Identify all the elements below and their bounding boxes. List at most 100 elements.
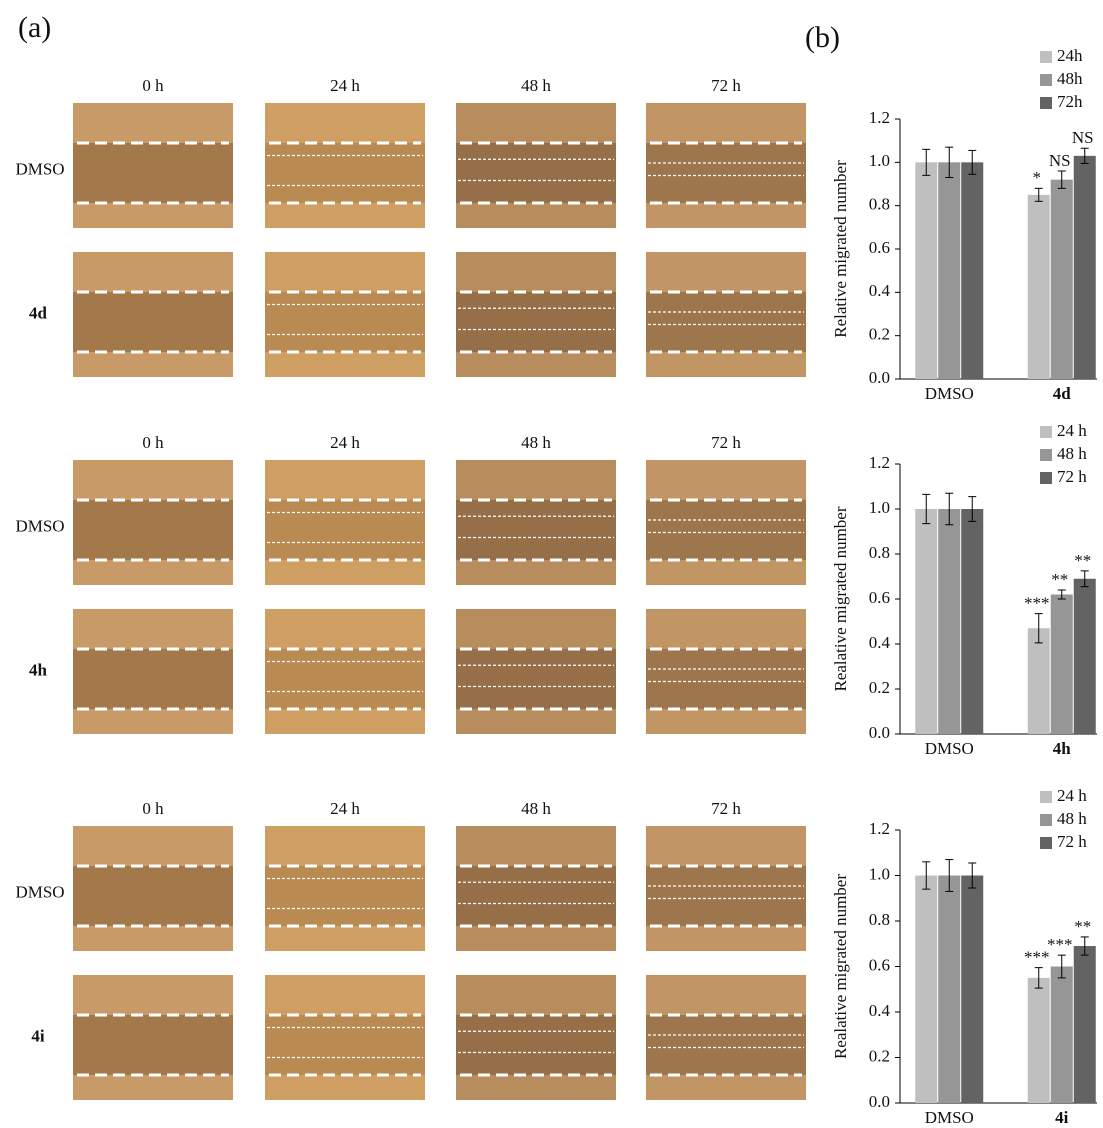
legend-label: 24 h [1057, 786, 1087, 805]
y-tick-label: 1.2 [869, 108, 890, 127]
wound-gap [456, 500, 616, 560]
wound-gap [265, 866, 425, 926]
legend-label: 24h [1057, 46, 1083, 65]
bar [938, 876, 960, 1104]
bar [1028, 195, 1050, 379]
wound-gap [73, 500, 233, 560]
legend-swatch [1040, 472, 1052, 484]
row-label: DMSO [15, 882, 64, 901]
wound-gap [646, 292, 806, 352]
wound-gap [646, 143, 806, 203]
significance-label: ** [1074, 551, 1091, 570]
column-header: 48 h [521, 433, 551, 452]
x-tick-label: DMSO [925, 739, 974, 758]
wound-gap [456, 292, 616, 352]
y-tick-label: 1.0 [869, 151, 890, 170]
bar [1074, 156, 1096, 379]
column-header: 72 h [711, 799, 741, 818]
bar [915, 876, 937, 1104]
legend-swatch [1040, 837, 1052, 849]
column-header: 0 h [142, 433, 164, 452]
y-tick-label: 0.2 [869, 1046, 890, 1065]
bar [1074, 579, 1096, 734]
bar [961, 876, 983, 1104]
significance-label: NS [1049, 151, 1071, 170]
wound-gap [73, 866, 233, 926]
column-header: 24 h [330, 799, 360, 818]
figure: (a) (b) 0 h24 h48 h72 hDMSO4d0 h24 h48 h… [0, 0, 1103, 1128]
y-tick-label: 0.6 [869, 588, 890, 607]
y-tick-label: 0.4 [869, 1001, 891, 1020]
wound-gap [265, 1015, 425, 1075]
column-header: 0 h [142, 799, 164, 818]
legend-swatch [1040, 814, 1052, 826]
wound-gap [456, 866, 616, 926]
legend-label: 72 h [1057, 832, 1087, 851]
legend-label: 72h [1057, 92, 1083, 111]
panel-label: (b) [805, 21, 840, 54]
column-header: 72 h [711, 433, 741, 452]
x-tick-label: 4h [1053, 739, 1072, 758]
row-label: DMSO [15, 516, 64, 535]
x-tick-label: 4d [1053, 384, 1072, 403]
column-header: 0 h [142, 76, 164, 95]
y-tick-label: 0.4 [869, 281, 891, 300]
wound-gap [265, 143, 425, 203]
wound-gap [73, 292, 233, 352]
x-tick-label: 4i [1055, 1108, 1069, 1127]
wound-gap [73, 1015, 233, 1075]
y-tick-label: 0.6 [869, 238, 890, 257]
bar [1028, 628, 1050, 734]
y-tick-label: 1.2 [869, 453, 890, 472]
legend-label: 24 h [1057, 421, 1087, 440]
wound-gap [456, 143, 616, 203]
column-header: 72 h [711, 76, 741, 95]
column-header: 24 h [330, 76, 360, 95]
bar [915, 162, 937, 379]
significance-label: ** [1074, 917, 1091, 936]
bar [1074, 946, 1096, 1103]
y-tick-label: 0.8 [869, 195, 890, 214]
row-label: 4d [29, 303, 48, 322]
wound-gap [646, 866, 806, 926]
column-header: 48 h [521, 799, 551, 818]
y-tick-label: 0.0 [869, 1092, 890, 1111]
y-tick-label: 0.2 [869, 678, 890, 697]
row-label: 4i [31, 1026, 45, 1045]
legend-swatch [1040, 449, 1052, 461]
significance-label: *** [1024, 594, 1050, 613]
bar [961, 509, 983, 734]
wound-gap [73, 143, 233, 203]
y-axis-label: Realative migrated number [831, 506, 850, 691]
x-tick-label: DMSO [925, 384, 974, 403]
y-tick-label: 1.0 [869, 864, 890, 883]
y-tick-label: 0.2 [869, 325, 890, 344]
row-label: 4h [29, 660, 48, 679]
significance-label: *** [1024, 948, 1050, 967]
legend-swatch [1040, 791, 1052, 803]
bar [1028, 978, 1050, 1103]
legend-swatch [1040, 51, 1052, 63]
x-tick-label: DMSO [925, 1108, 974, 1127]
legend-label: 48 h [1057, 444, 1087, 463]
y-tick-label: 0.4 [869, 633, 891, 652]
significance-label: ** [1051, 570, 1068, 589]
bar [1051, 180, 1073, 379]
wound-gap [646, 649, 806, 709]
y-tick-label: 1.2 [869, 819, 890, 838]
column-header: 48 h [521, 76, 551, 95]
legend-swatch [1040, 74, 1052, 86]
y-axis-label: Relative migrated number [831, 160, 850, 338]
legend-label: 48 h [1057, 809, 1087, 828]
bar [915, 509, 937, 734]
y-tick-label: 0.0 [869, 723, 890, 742]
wound-gap [265, 500, 425, 560]
wound-gap [456, 649, 616, 709]
legend-swatch [1040, 97, 1052, 109]
bar [961, 162, 983, 379]
y-tick-label: 0.8 [869, 910, 890, 929]
wound-gap [456, 1015, 616, 1075]
wound-gap [646, 1015, 806, 1075]
legend-label: 48h [1057, 69, 1083, 88]
significance-label: *** [1047, 935, 1073, 954]
